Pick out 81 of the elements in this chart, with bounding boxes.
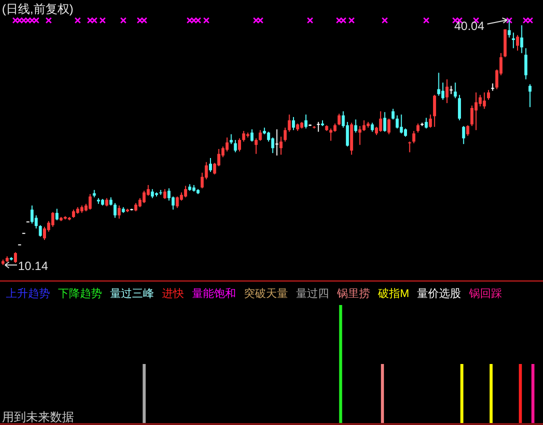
annotation: 用到未来数据 xyxy=(2,410,74,424)
candlestick xyxy=(482,92,486,110)
candlestick xyxy=(242,130,246,142)
candlestick xyxy=(167,188,170,202)
candlestick xyxy=(184,185,188,198)
candlestick xyxy=(412,130,416,144)
candlestick xyxy=(14,252,17,264)
candlestick xyxy=(150,188,154,199)
text: 下降趋势 xyxy=(58,287,102,300)
chart-title: (日线,前复权) xyxy=(2,2,74,16)
candlestick xyxy=(258,130,262,142)
candlestick xyxy=(338,113,341,126)
candlestick xyxy=(254,138,258,154)
candlestick xyxy=(275,128,278,156)
candlestick xyxy=(441,82,444,100)
candlestick xyxy=(284,127,287,142)
candlestick xyxy=(428,114,432,128)
candlestick xyxy=(354,118,358,134)
text: 进快 xyxy=(162,287,184,300)
candlestick xyxy=(51,212,54,228)
candlestick xyxy=(163,188,166,200)
text: 锅回踩 xyxy=(468,288,502,300)
candlestick xyxy=(433,94,436,128)
candlestick xyxy=(458,94,461,121)
candlestick xyxy=(462,126,466,145)
legend-label: 量价选股 xyxy=(417,287,462,300)
candlestick xyxy=(55,208,58,221)
candlestick xyxy=(292,116,295,131)
legend-label: 量过三峰 xyxy=(110,287,154,300)
candlestick xyxy=(288,114,291,132)
candlestick xyxy=(329,128,332,142)
candlestick xyxy=(437,72,440,96)
candlestick xyxy=(208,157,212,172)
candlestick xyxy=(487,89,490,100)
candlestick xyxy=(42,226,46,240)
candlestick xyxy=(230,134,233,145)
candlestick xyxy=(234,139,237,153)
candlestick xyxy=(142,190,146,204)
candlestick xyxy=(379,110,382,132)
legend-label: 突破天量 xyxy=(244,287,288,300)
legend-label: 量能饱和 xyxy=(192,287,236,300)
candlestick xyxy=(466,124,470,136)
text: 锅里捞 xyxy=(336,287,370,300)
candlestick xyxy=(470,105,474,127)
candlestick xyxy=(358,126,362,146)
candlestick xyxy=(478,94,482,107)
candlestick xyxy=(392,108,395,120)
candlestick xyxy=(238,138,242,152)
candlestick xyxy=(370,122,374,132)
candlestick xyxy=(316,121,320,132)
candlestick xyxy=(250,128,254,142)
candlestick xyxy=(474,92,478,131)
legend-label: 上升趋势 xyxy=(6,287,50,300)
candlestick xyxy=(454,82,457,99)
annotation: 40.04 xyxy=(454,19,485,33)
candlestick xyxy=(387,118,390,135)
candlestick xyxy=(118,205,121,220)
candlestick xyxy=(446,78,449,104)
candlestick xyxy=(176,196,179,208)
candlestick xyxy=(362,120,366,132)
text: 破指M xyxy=(377,287,410,300)
candlestick xyxy=(396,114,399,129)
candlestick xyxy=(520,24,524,54)
candlestick xyxy=(304,114,308,129)
candlestick xyxy=(30,205,34,224)
candlestick xyxy=(400,114,403,134)
candlestick xyxy=(280,136,283,156)
candlestick xyxy=(512,32,515,49)
candlestick xyxy=(524,48,528,80)
candlestick xyxy=(424,117,428,129)
candlestick xyxy=(528,84,532,108)
candlestick xyxy=(114,202,117,218)
annotation: 10.14 xyxy=(18,259,48,273)
candlestick xyxy=(516,34,520,52)
candlestick xyxy=(88,194,92,210)
candlestick xyxy=(226,137,229,152)
candlestick xyxy=(383,112,386,132)
candlestick xyxy=(491,82,494,92)
candlestick xyxy=(416,123,420,134)
text: 量过四 xyxy=(296,287,329,300)
candlestick xyxy=(38,224,42,238)
